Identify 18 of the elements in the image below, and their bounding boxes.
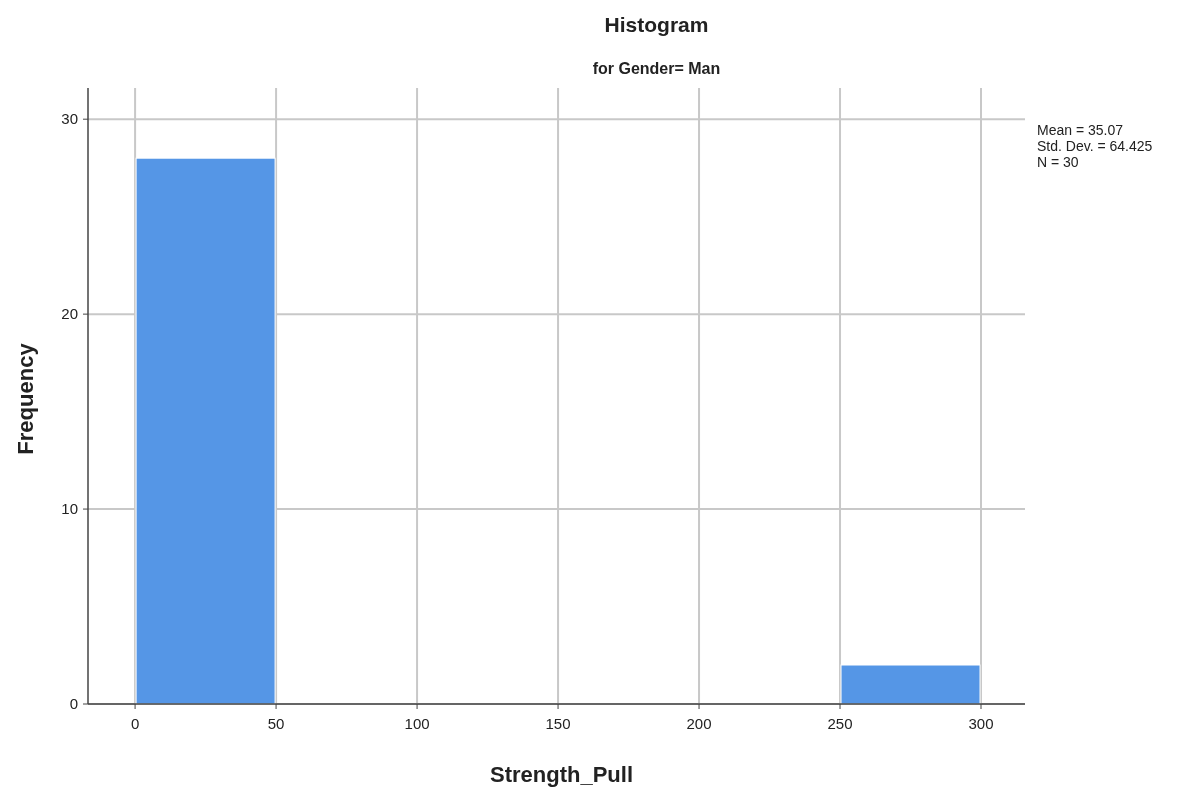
y-tick-label: 10 bbox=[61, 500, 78, 518]
text: Std. Dev. = 64.425 bbox=[1037, 138, 1153, 154]
x-axis-title: Strength_Pull bbox=[489, 762, 634, 787]
chart-subtitle: for Gender= Man bbox=[592, 60, 721, 77]
x-tick-label: 150 bbox=[545, 715, 571, 732]
y-tick-label: 20 bbox=[61, 305, 78, 323]
x-tick-label: 50 bbox=[267, 715, 285, 732]
x-tick-label: 300 bbox=[968, 715, 994, 732]
x-tick-label: 0 bbox=[130, 715, 140, 732]
y-tick-label: 30 bbox=[61, 110, 78, 128]
x-tick-label: 250 bbox=[827, 715, 853, 732]
x-tick-label: 100 bbox=[404, 715, 430, 732]
y-tick-label: 0 bbox=[69, 695, 78, 712]
x-tick-label: 200 bbox=[686, 715, 712, 732]
text: Mean = 35.07 bbox=[1037, 122, 1124, 138]
chart-title: Histogram bbox=[604, 13, 709, 36]
y-axis-title: Frequency bbox=[13, 342, 38, 455]
text: N = 30 bbox=[1037, 154, 1079, 170]
